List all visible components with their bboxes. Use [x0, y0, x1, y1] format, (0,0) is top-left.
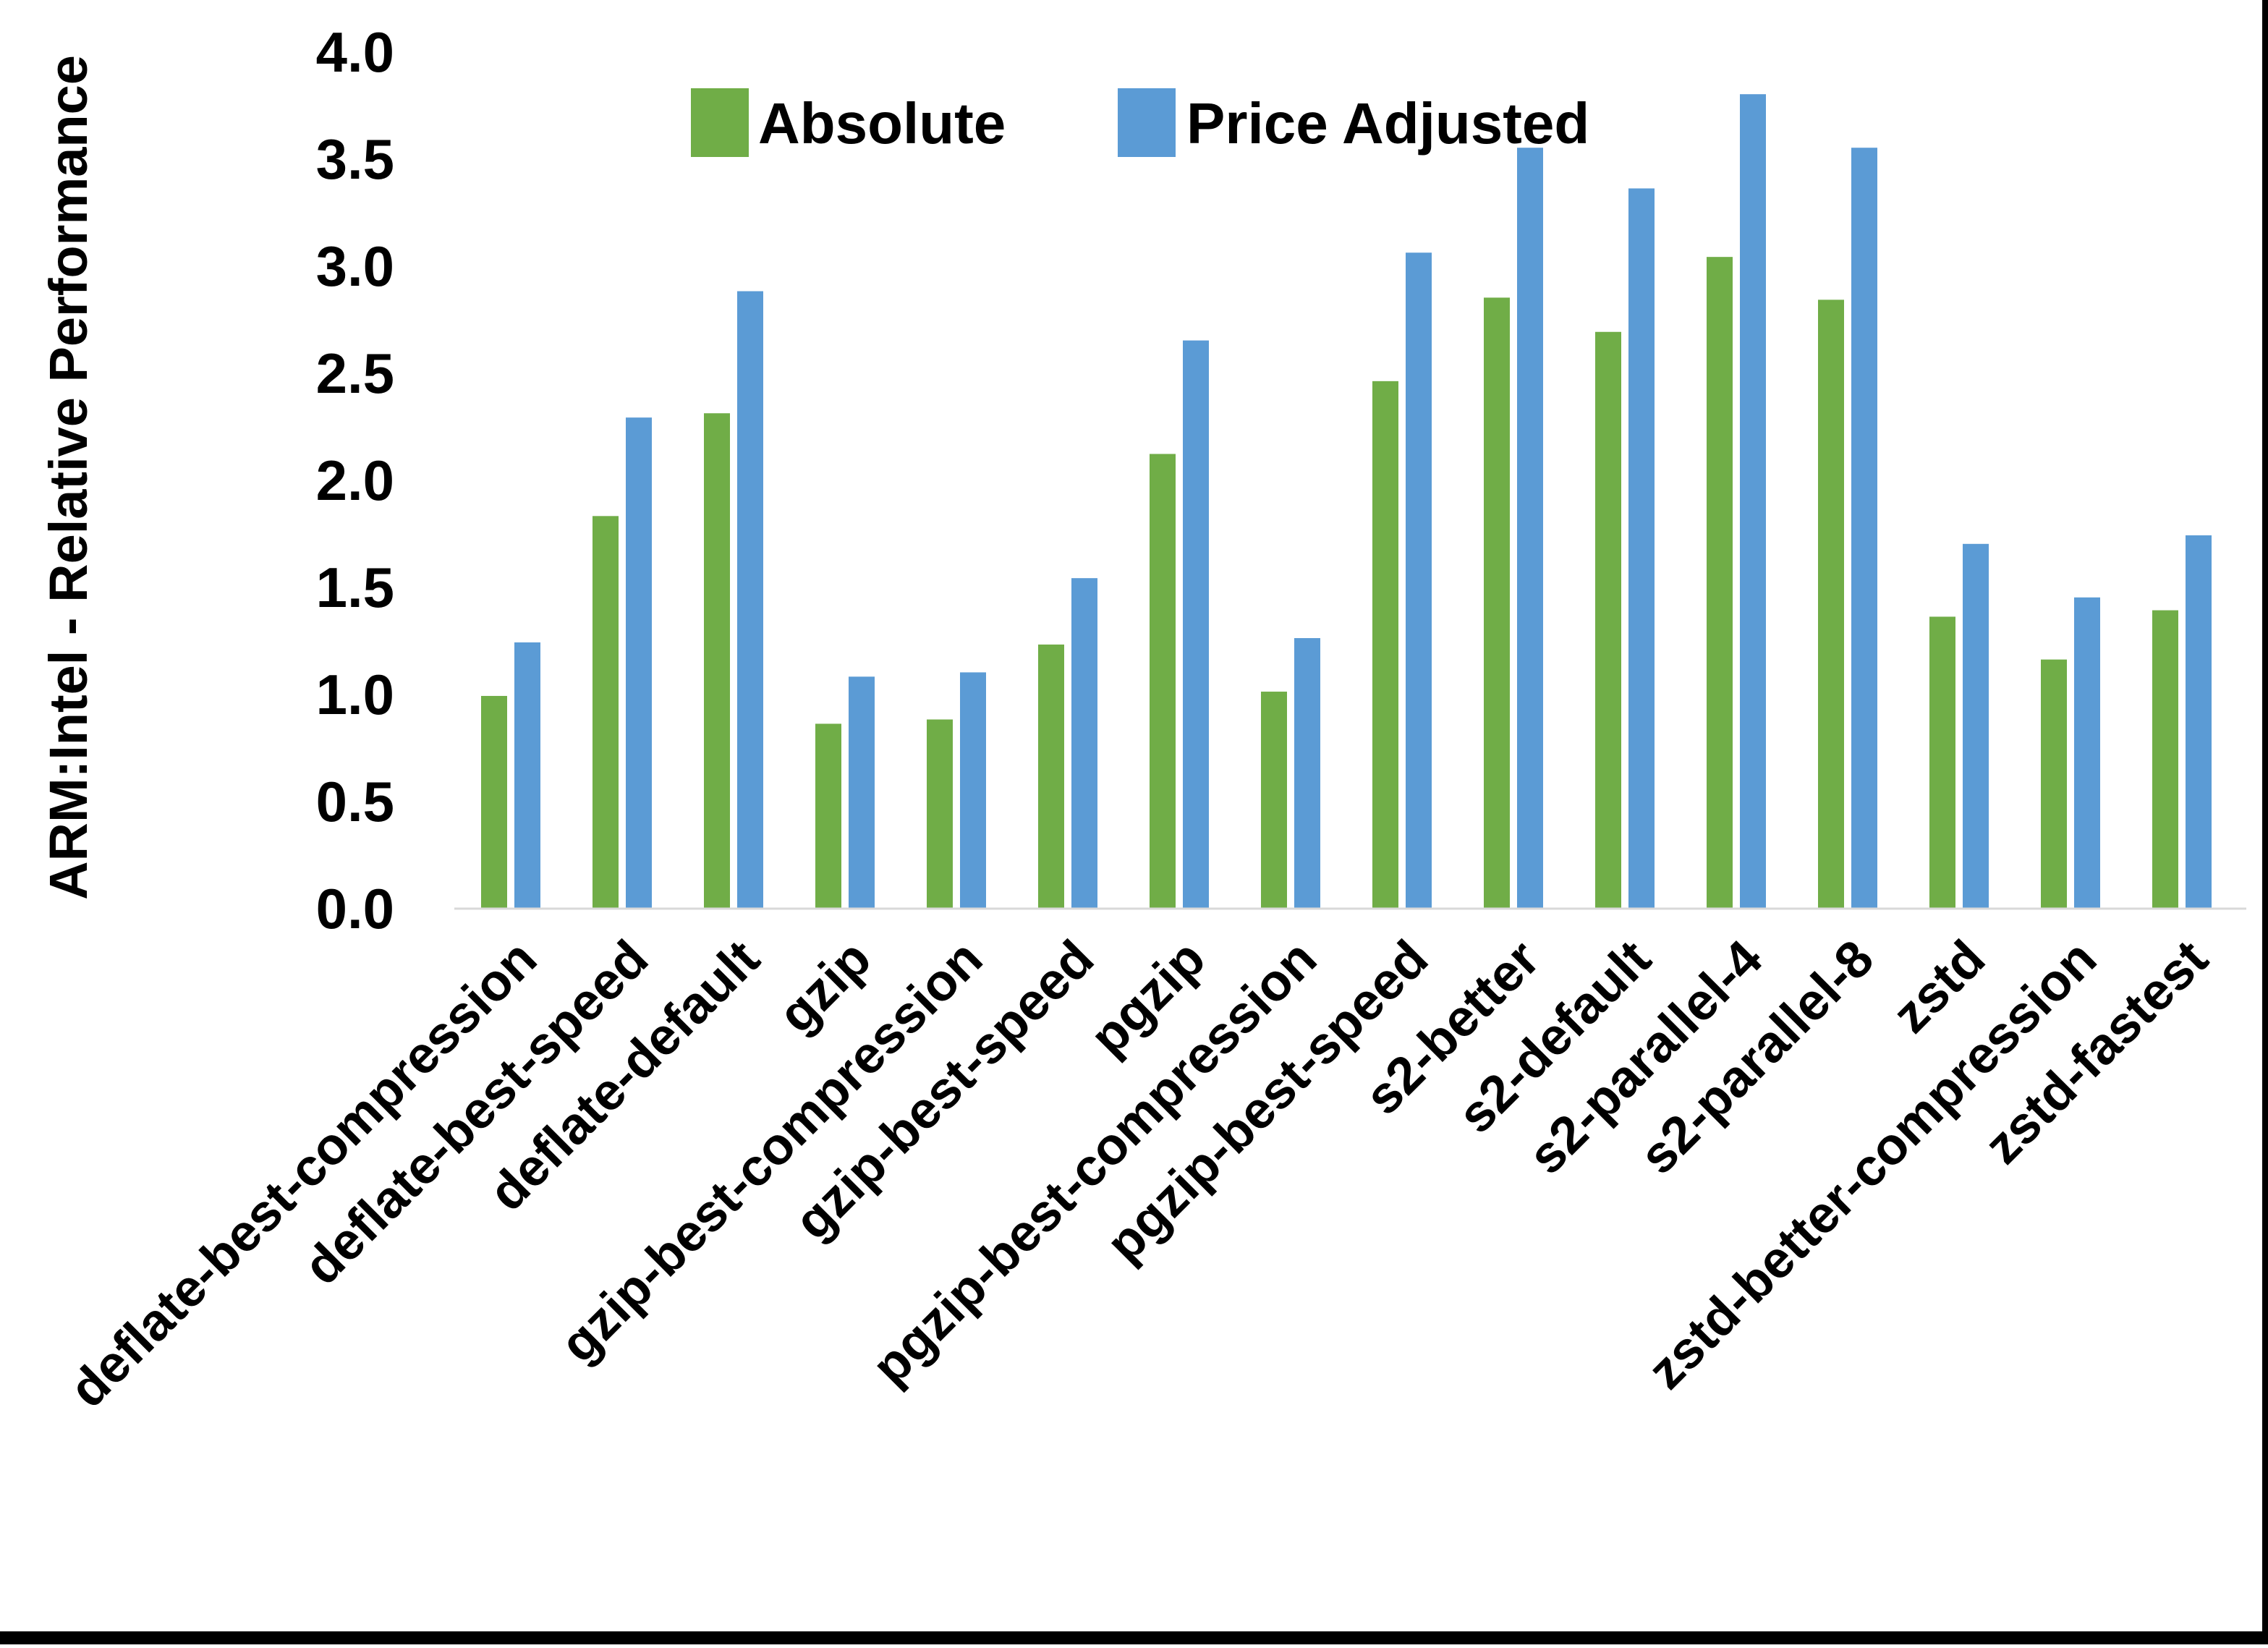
x-category-label: deflate-best-compression: [59, 930, 548, 1419]
bar-absolute-pgzip-best-speed: [1372, 381, 1398, 908]
bar-price-adjusted-deflate-best-speed: [626, 417, 652, 908]
chart-legend: Absolute Price Adjusted: [691, 88, 1589, 157]
bar-price-adjusted-pgzip-best-compression: [1294, 638, 1320, 908]
bar-absolute-s2-parallel-4: [1707, 257, 1733, 908]
bar-price-adjusted-gzip-best-compression: [960, 672, 986, 908]
screen-edge-right: [2262, 0, 2268, 1644]
bar-price-adjusted-zstd-fastest: [2186, 535, 2212, 908]
bar-price-adjusted-deflate-default: [737, 291, 763, 908]
screen-edge-bottom: [0, 1631, 2268, 1644]
y-tick-labels: 0.0 0.5 1.0 1.5 2.0 2.5 3.0 3.5 4.0: [316, 20, 394, 940]
bar-series: [481, 94, 2212, 909]
bar-price-adjusted-gzip: [849, 676, 875, 908]
bar-price-adjusted-s2-parallel-4: [1740, 94, 1766, 909]
bar-price-adjusted-zstd-better-compression: [2074, 597, 2100, 908]
y-tick-label: 0.0: [316, 877, 394, 940]
y-tick-label: 1.5: [316, 556, 394, 619]
legend-label-absolute: Absolute: [758, 91, 1006, 156]
bar-absolute-pgzip: [1150, 454, 1176, 908]
y-tick-label: 3.0: [316, 234, 394, 298]
bar-absolute-deflate-best-speed: [593, 516, 619, 908]
x-category-labels: deflate-best-compressiondeflate-best-spe…: [59, 930, 2219, 1419]
y-tick-label: 1.0: [316, 663, 394, 726]
bar-absolute-gzip: [815, 723, 841, 908]
bar-price-adjusted-deflate-best-compression: [514, 642, 540, 908]
bar-absolute-zstd-better-compression: [2041, 659, 2067, 908]
bar-absolute-pgzip-best-compression: [1261, 692, 1287, 908]
bar-absolute-s2-parallel-8: [1818, 300, 1844, 908]
y-tick-label: 3.5: [316, 127, 394, 191]
legend-label-price-adjusted: Price Adjusted: [1186, 91, 1589, 156]
bar-absolute-s2-better: [1484, 297, 1510, 908]
y-axis-title: ARM:Intel - Relative Performance: [38, 55, 98, 900]
legend-swatch-absolute: [691, 88, 749, 157]
y-tick-label: 4.0: [316, 20, 394, 84]
bar-absolute-gzip-best-speed: [1038, 644, 1064, 908]
bar-price-adjusted-s2-parallel-8: [1851, 148, 1877, 909]
bar-price-adjusted-s2-default: [1628, 188, 1655, 908]
bar-price-adjusted-gzip-best-speed: [1071, 578, 1097, 908]
bar-absolute-deflate-best-compression: [481, 695, 507, 908]
legend-swatch-price-adjusted: [1118, 88, 1176, 157]
y-tick-label: 2.5: [316, 341, 394, 405]
bar-price-adjusted-pgzip: [1183, 340, 1209, 909]
bar-absolute-gzip-best-compression: [927, 719, 953, 908]
bar-absolute-s2-default: [1595, 331, 1621, 908]
y-tick-label: 2.0: [316, 449, 394, 512]
bar-absolute-zstd-fastest: [2152, 610, 2178, 908]
bar-price-adjusted-s2-better: [1517, 148, 1543, 909]
bar-price-adjusted-pgzip-best-speed: [1406, 252, 1432, 908]
y-tick-label: 0.5: [316, 770, 394, 833]
bar-price-adjusted-zstd: [1963, 543, 1989, 908]
bar-absolute-zstd: [1929, 616, 1955, 908]
bar-absolute-deflate-default: [704, 413, 730, 908]
